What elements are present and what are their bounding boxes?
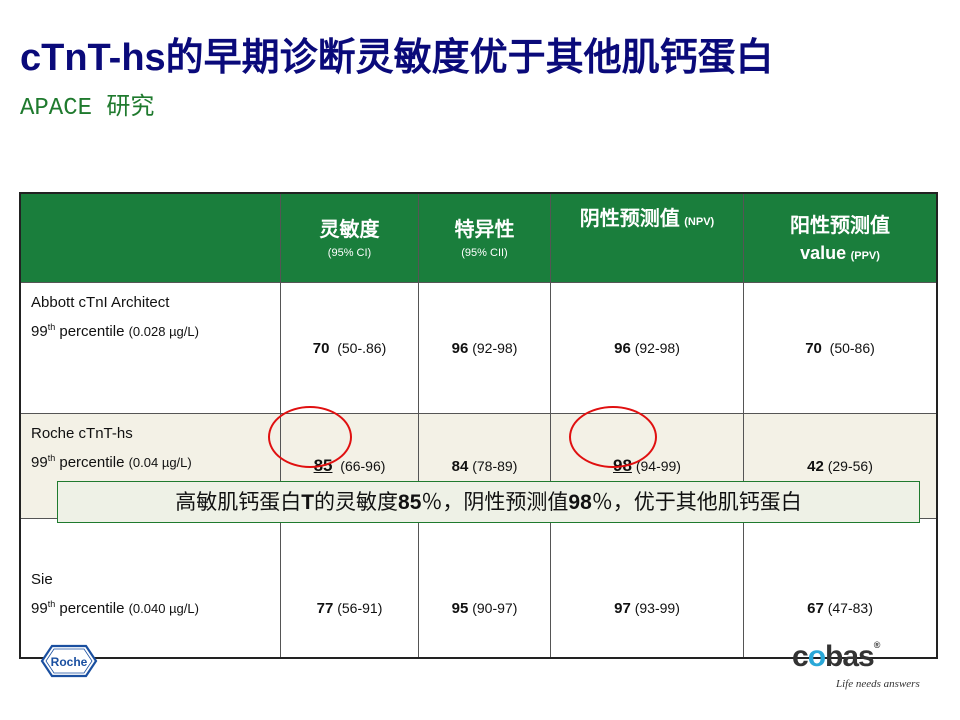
- highlight-circle-npv: [569, 406, 657, 468]
- header-ppv-value-word: value: [800, 242, 847, 263]
- header-npv: 阴性预测值 (NPV): [550, 192, 744, 283]
- percentile-suffix: th: [47, 453, 56, 463]
- table-row: Abbott cTnI Architect 99th percentile (0…: [19, 282, 938, 414]
- row-label: Sie 99th percentile (0.040 µg/L): [19, 518, 281, 659]
- conclusion-banner: 高敏肌钙蛋白T的灵敏度85％，阴性预测值98％，优于其他肌钙蛋白: [57, 481, 920, 523]
- cell-ci: (94-99): [635, 458, 681, 474]
- specificity-cell: 95 (90-97): [418, 518, 551, 659]
- header-specificity: 特异性 (95% CII): [418, 192, 551, 283]
- cutoff-value: (0.028 µg/L): [128, 324, 199, 339]
- header-sensitivity: 灵敏度 (95% CI): [280, 192, 419, 283]
- table-header-row: 灵敏度 (95% CI) 特异性 (95% CII) 阴性预测值 (NPV) 阳…: [19, 192, 938, 283]
- banner-text: ％，阴性预测值: [421, 491, 569, 514]
- cell-value: 70: [805, 339, 822, 357]
- header-npv-label: 阴性预测值: [579, 208, 680, 230]
- cutoff-value: (0.04 µg/L): [128, 455, 192, 470]
- cell-ci: (78-89): [472, 457, 518, 474]
- npv-cell: 97 (93-99): [550, 518, 744, 659]
- cell-value: 67: [807, 599, 824, 617]
- sensitivity-cell: 70 (50-.86): [280, 282, 419, 414]
- cell-ci: (90-97): [472, 599, 518, 616]
- banner-text-bold: 85: [398, 491, 422, 514]
- percentile-text: percentile: [55, 454, 125, 471]
- percentile-number: 99: [31, 323, 48, 340]
- header-sensitivity-ci: (95% CI): [327, 247, 372, 259]
- slide-title: cTnT-hs的早期诊断灵敏度优于其他肌钙蛋白: [20, 37, 774, 79]
- cell-value: 96: [451, 339, 469, 357]
- table-row: Sie 99th percentile (0.040 µg/L) 77 (56-…: [19, 518, 938, 659]
- header-ppv-abbr: (PPV): [850, 249, 880, 262]
- cell-ci: (50-.86): [337, 339, 387, 356]
- cobas-tagline: Life needs answers: [836, 678, 920, 690]
- cobas-wordmark: cobas®: [792, 640, 880, 673]
- cell-ci: (47-83): [827, 599, 873, 616]
- banner-text-bold: T: [301, 491, 315, 514]
- assay-name: Roche cTnT-hs: [31, 425, 133, 442]
- percentile-text: percentile: [55, 600, 125, 617]
- specificity-cell: 96 (92-98): [418, 282, 551, 414]
- cell-value: 70: [312, 339, 330, 357]
- cutoff-value: (0.040 µg/L): [128, 601, 199, 616]
- cell-ci: (92-98): [472, 339, 518, 356]
- banner-text: ％，优于其他肌钙蛋白: [591, 491, 802, 514]
- cell-value: 84: [451, 457, 469, 475]
- roche-logo-text: Roche: [51, 655, 88, 669]
- cell-ci: (93-99): [634, 599, 680, 616]
- header-specificity-ci: (95% CII): [461, 247, 508, 259]
- row-label: Abbott cTnI Architect 99th percentile (0…: [19, 282, 281, 414]
- percentile-suffix: th: [47, 322, 56, 332]
- cell-ci: (29-56): [827, 457, 873, 474]
- header-specificity-label: 特异性: [454, 219, 515, 241]
- cell-value: 95: [451, 599, 469, 617]
- ppv-cell: 70 (50-86): [743, 282, 938, 414]
- header-ppv: 阳性预测值 value (PPV): [743, 192, 938, 283]
- header-npv-abbr: (NPV): [684, 216, 715, 228]
- ppv-cell: 67 (47-83): [743, 518, 938, 659]
- cell-ci: (66-96): [340, 458, 386, 474]
- cell-ci: (92-98): [634, 339, 680, 356]
- roche-hexagon-icon: Roche: [40, 644, 98, 678]
- percentile-number: 99: [31, 600, 48, 617]
- sensitivity-cell: 77 (56-91): [280, 518, 419, 659]
- header-ppv-label: 阳性预测值: [790, 214, 890, 237]
- cell-value: 97: [614, 599, 631, 617]
- roche-logo: Roche: [40, 644, 98, 683]
- percentile-number: 99: [31, 454, 48, 471]
- percentile-suffix: th: [47, 599, 56, 609]
- highlight-circle-sensitivity: [268, 406, 352, 468]
- assay-name: Sie: [31, 571, 53, 588]
- cell-value: 96: [614, 339, 631, 357]
- banner-text-bold: 98: [568, 491, 592, 514]
- assay-name: Abbott cTnI Architect: [31, 294, 170, 311]
- header-empty-cell: [19, 192, 281, 283]
- comparison-table: 灵敏度 (95% CI) 特异性 (95% CII) 阴性预测值 (NPV) 阳…: [19, 192, 938, 659]
- cell-value: 42: [807, 457, 824, 475]
- header-sensitivity-label: 灵敏度: [319, 219, 380, 241]
- cell-value: 77: [316, 599, 334, 617]
- percentile-text: percentile: [55, 323, 125, 340]
- banner-text: 高敏肌钙蛋白: [175, 491, 302, 514]
- banner-text: 的灵敏度: [314, 491, 399, 514]
- npv-cell: 96 (92-98): [550, 282, 744, 414]
- slide-subtitle: APACE 研究: [20, 95, 155, 122]
- cobas-logo: cobas® Life needs answers: [792, 640, 920, 690]
- cell-ci: (56-91): [337, 599, 383, 616]
- cell-ci: (50-86): [829, 339, 875, 356]
